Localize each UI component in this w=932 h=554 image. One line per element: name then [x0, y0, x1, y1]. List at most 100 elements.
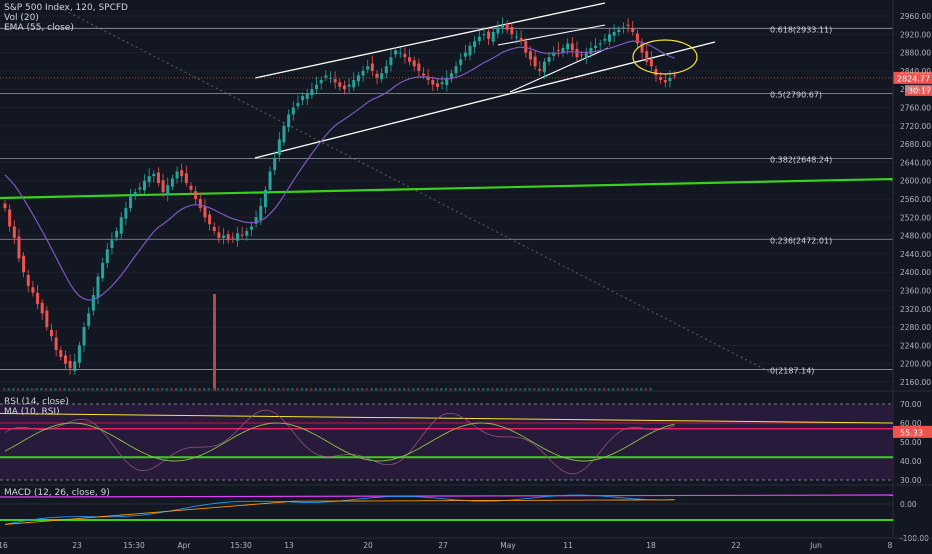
candle-body [389, 57, 393, 65]
candle-body [594, 45, 598, 49]
fib-level-label: 0.5(2790.67) [770, 90, 822, 99]
ema-legend[interactable]: EMA (55, close) [4, 23, 74, 33]
volume-bar [533, 388, 536, 391]
volume-bar [635, 388, 638, 391]
candle-body [96, 276, 100, 298]
volume-bar [463, 388, 466, 391]
candle-body [501, 25, 505, 28]
candle-body [68, 360, 72, 369]
volume-bar [649, 388, 652, 391]
x-tick-label: 15:30 [123, 541, 145, 550]
candle-body [50, 329, 53, 337]
candle-body [129, 196, 133, 209]
candle-body [403, 53, 407, 58]
candle-body [589, 48, 593, 54]
y-tick-label: 2560.00 [900, 195, 931, 204]
volume-bar [309, 388, 313, 391]
candle-body [240, 234, 244, 236]
volume-bar [616, 388, 620, 391]
candle-body [519, 37, 523, 42]
x-tick-label: Apr [178, 541, 192, 550]
candle-body [8, 209, 12, 227]
channel-mid [497, 24, 606, 46]
candle-body [105, 249, 109, 264]
volume-bar [612, 388, 615, 391]
volume-bar [514, 388, 517, 391]
volume-bar [505, 388, 508, 391]
y-tick-label: 2360.00 [900, 287, 931, 296]
x-tick-label: 13 [284, 541, 294, 550]
volume-bar [202, 388, 206, 391]
volume-bar [133, 388, 136, 391]
rsi-ma-legend[interactable]: MA (10, RSI) [4, 407, 60, 417]
candle-body [63, 355, 67, 364]
volume-bar [426, 388, 429, 391]
candle-body [245, 231, 249, 236]
volume-bar [351, 388, 355, 391]
candle-body [626, 24, 630, 27]
y-tick-label: 2400.00 [900, 268, 931, 277]
candle-body [338, 82, 342, 87]
volume-bar [640, 388, 643, 391]
candle-body [449, 73, 453, 80]
candle-body [356, 75, 360, 82]
volume-bar [319, 388, 322, 391]
candle-body [143, 180, 146, 191]
x-tick-label: 8 [888, 541, 893, 550]
volume-bar [472, 388, 476, 391]
volume-legend[interactable]: Vol (20) [4, 13, 39, 23]
y-tick-label: 2280.00 [900, 323, 931, 332]
volume-bar [412, 388, 415, 391]
volume-bar [416, 388, 420, 391]
last-price-badge [893, 71, 932, 84]
rsi-line [4, 409, 675, 475]
symbol-header[interactable]: S&P 500 Index, 120, SPCFD [4, 3, 128, 13]
candle-body [301, 96, 305, 101]
candle-body [617, 29, 621, 33]
volume-bar [147, 388, 150, 391]
volume-bar [156, 388, 159, 391]
volume-bar [300, 388, 304, 391]
candle-body [487, 31, 491, 39]
candle-body [612, 32, 616, 36]
volume-bar [105, 388, 108, 391]
candle-body [445, 77, 449, 86]
volume-bar [449, 388, 452, 391]
candle-body [668, 77, 672, 81]
candle-body [87, 313, 91, 326]
candle-body [3, 203, 7, 209]
y-tick-label: 2200.00 [900, 360, 931, 369]
ema-line [4, 40, 675, 301]
volume-bar [621, 388, 624, 391]
candle-body [73, 361, 77, 372]
rsi-band [0, 404, 893, 480]
volume-bar [430, 388, 434, 391]
y-tick-label: 2520.00 [900, 213, 931, 222]
y-tick-label: 2600.00 [900, 177, 931, 186]
volume-bar [384, 388, 387, 391]
macd-legend[interactable]: MACD (12, 26, close, 9) [4, 488, 110, 498]
x-tick-label: May [500, 541, 516, 550]
candle-body [505, 23, 509, 30]
candle-body [124, 208, 128, 219]
candle-body [477, 36, 481, 42]
volume-bar [579, 388, 583, 391]
y-tick-label: 2880.00 [900, 49, 931, 58]
y-tick-label: 2160.00 [900, 378, 931, 387]
y-tick-label: 2320.00 [900, 305, 931, 314]
candle-body [654, 69, 658, 76]
volume-bar [361, 388, 364, 391]
candle-body [468, 45, 472, 56]
rsi-last-badge [893, 425, 932, 438]
rsi-last-label: 55.33 [900, 428, 923, 437]
candle-body [533, 56, 537, 67]
volume-bar [119, 388, 122, 391]
volume-bar [7, 388, 11, 391]
candle-body [333, 79, 337, 83]
volume-bar [198, 388, 201, 391]
volume-bar [388, 388, 392, 391]
y-tick-label: 2760.00 [900, 104, 931, 113]
candle-body [370, 63, 374, 71]
rsi-legend[interactable]: RSI (14, close) [4, 397, 69, 407]
